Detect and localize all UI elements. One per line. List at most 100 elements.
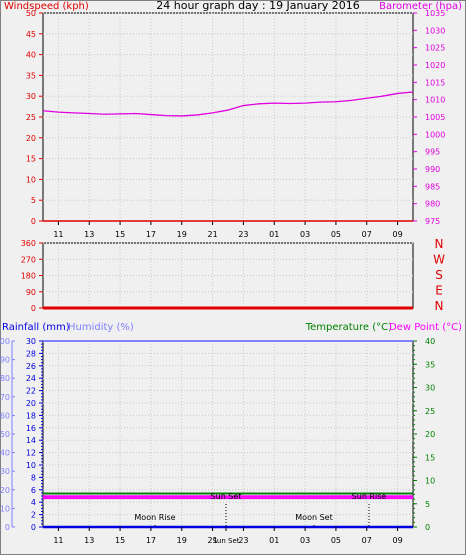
- tick-label-rainfall: 0: [31, 523, 36, 532]
- plot-area-2: [42, 242, 414, 309]
- tick-label-windspeed: 45: [26, 30, 36, 39]
- tick-label-direction: 180: [21, 272, 36, 281]
- x-tick-label: 01: [269, 536, 279, 545]
- tick-label-humidity: 90: [0, 356, 10, 365]
- tick-label-windspeed: 35: [26, 71, 36, 80]
- tick-label-temperature: 5: [425, 500, 430, 509]
- x-tick-label: 21: [207, 230, 217, 239]
- event-label: Sun Rise: [352, 492, 387, 501]
- tick-label-rainfall: 2: [31, 511, 36, 520]
- x-tick-label: 09: [392, 536, 402, 545]
- x-tick-label: 19: [177, 536, 187, 545]
- tick-label-humidity: 30: [0, 467, 10, 476]
- tick-label-temperature: 10: [425, 477, 435, 486]
- tick-label-barometer: 1015: [425, 78, 445, 87]
- tick-label-rainfall: 18: [26, 411, 36, 420]
- tick-label-humidity: 40: [0, 449, 10, 458]
- x-tick-label: 07: [362, 230, 372, 239]
- tick-label-rainfall: 8: [31, 473, 36, 482]
- event-label: Sun Set: [211, 492, 242, 501]
- tick-label-barometer: 1035: [425, 9, 445, 18]
- tick-label-barometer: 1000: [425, 130, 445, 139]
- tick-label-direction: 360: [21, 239, 36, 248]
- tick-label-temperature: 20: [425, 430, 435, 439]
- x-tick-label: 13: [84, 536, 94, 545]
- compass-label: S: [435, 268, 443, 282]
- tick-label-rainfall: 28: [26, 349, 36, 358]
- x-tick-label: 05: [331, 230, 341, 239]
- event-label: Moon Rise: [134, 513, 175, 522]
- plot-area-1: [42, 12, 414, 222]
- tick-label-barometer: 1025: [425, 44, 445, 53]
- tick-label-rainfall: 30: [26, 337, 36, 346]
- tick-label-windspeed: 10: [26, 175, 36, 184]
- axis-label-barometer: Barometer (hpa): [379, 1, 462, 12]
- tick-label-rainfall: 14: [26, 436, 36, 445]
- tick-label-temperature: 35: [425, 360, 435, 369]
- tick-label-humidity: 50: [0, 430, 10, 439]
- tick-label-direction: 0: [31, 304, 36, 313]
- x-tick-label: 17: [146, 536, 156, 545]
- tick-label-rainfall: 26: [26, 362, 36, 371]
- x-tick-label: 11: [53, 230, 63, 239]
- tick-label-windspeed: 40: [26, 51, 36, 60]
- x-tick-label: 19: [177, 230, 187, 239]
- tick-label-rainfall: 4: [31, 498, 36, 507]
- tick-label-temperature: 25: [425, 407, 435, 416]
- x-tick-label: 21: [207, 536, 217, 545]
- tick-label-windspeed: 20: [26, 134, 36, 143]
- tick-label-humidity: 20: [0, 486, 10, 495]
- tick-label-barometer: 975: [425, 217, 440, 226]
- tick-label-windspeed: 30: [26, 92, 36, 101]
- tick-label-humidity: 0: [5, 523, 10, 532]
- tick-label-humidity: 80: [0, 374, 10, 383]
- x-tick-label: 11: [53, 536, 63, 545]
- tick-label-rainfall: 20: [26, 399, 36, 408]
- x-tick-label: 01: [269, 230, 279, 239]
- tick-label-humidity: 100: [0, 337, 10, 346]
- tick-label-windspeed: 25: [26, 113, 36, 122]
- tick-label-direction: 90: [26, 288, 36, 297]
- tick-label-rainfall: 24: [26, 374, 36, 383]
- x-tick-label: 23: [238, 230, 248, 239]
- tick-label-rainfall: 22: [26, 387, 36, 396]
- x-tick-label: 15: [115, 230, 125, 239]
- tick-label-rainfall: 16: [26, 424, 36, 433]
- tick-label-direction: 270: [21, 255, 36, 264]
- tick-label-temperature: 40: [425, 337, 435, 346]
- x-tick-label: 03: [300, 230, 310, 239]
- tick-label-rainfall: 6: [31, 486, 36, 495]
- x-tick-label: 15: [115, 536, 125, 545]
- x-tick-label: 17: [146, 230, 156, 239]
- tick-label-barometer: 1020: [425, 61, 445, 70]
- tick-label-barometer: 995: [425, 148, 440, 157]
- tick-label-windspeed: 15: [26, 155, 36, 164]
- tick-label-windspeed: 50: [26, 9, 36, 18]
- legend-dewpoint: Dew Point (°C): [389, 322, 462, 333]
- tick-label-windspeed: 0: [31, 217, 36, 226]
- axis-label-humidity: Humidity (%): [68, 322, 134, 333]
- axis-label-windspeed: Windspeed (kph): [4, 1, 89, 12]
- tick-label-humidity: 70: [0, 393, 10, 402]
- x-tick-label: 23: [238, 536, 248, 545]
- x-tick-label: 07: [362, 536, 372, 545]
- tick-label-barometer: 985: [425, 182, 440, 191]
- tick-label-temperature: 15: [425, 453, 435, 462]
- tick-label-humidity: 10: [0, 504, 10, 513]
- tick-label-barometer: 990: [425, 165, 440, 174]
- tick-label-barometer: 1010: [425, 96, 445, 105]
- tick-label-windspeed: 5: [31, 196, 36, 205]
- tick-label-temperature: 30: [425, 384, 435, 393]
- compass-label: E: [435, 284, 443, 298]
- x-tick-label: 05: [331, 536, 341, 545]
- compass-label: N: [435, 237, 444, 251]
- barometer-line: [42, 91, 414, 117]
- tick-label-humidity: 60: [0, 411, 10, 420]
- tick-label-barometer: 1005: [425, 113, 445, 122]
- chart-title: 24 hour graph day : 19 January 2016: [156, 0, 360, 12]
- x-tick-label: 13: [84, 230, 94, 239]
- tick-label-rainfall: 10: [26, 461, 36, 470]
- axis-label-rainfall: Rainfall (mm): [2, 322, 70, 333]
